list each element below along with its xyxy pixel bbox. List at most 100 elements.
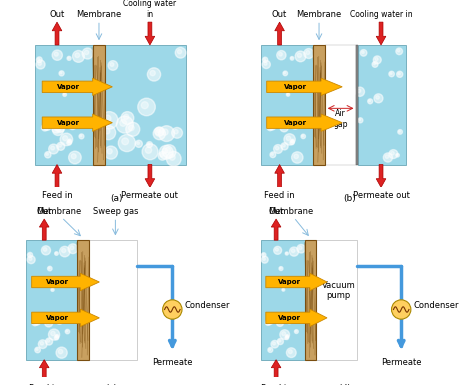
Circle shape [273, 342, 275, 345]
Circle shape [147, 68, 161, 81]
Circle shape [396, 48, 402, 55]
Text: Condenser: Condenser [185, 301, 230, 310]
Circle shape [62, 248, 66, 253]
FancyArrow shape [376, 22, 386, 45]
Bar [35, 45, 92, 164]
Circle shape [397, 154, 398, 156]
Circle shape [29, 257, 32, 260]
Text: Feed in: Feed in [264, 191, 295, 200]
Circle shape [158, 152, 167, 160]
Circle shape [121, 112, 134, 124]
FancyArrow shape [32, 273, 100, 291]
Circle shape [75, 53, 80, 58]
Circle shape [174, 130, 178, 134]
Circle shape [56, 347, 67, 358]
Circle shape [68, 57, 70, 59]
Circle shape [60, 246, 70, 257]
Circle shape [375, 57, 378, 61]
Circle shape [389, 150, 398, 159]
Circle shape [282, 331, 286, 336]
Circle shape [104, 115, 111, 122]
Circle shape [286, 318, 292, 324]
FancyArrow shape [39, 219, 49, 240]
Circle shape [126, 122, 140, 136]
Text: Air
gap: Air gap [333, 109, 348, 129]
Circle shape [398, 72, 401, 75]
Circle shape [55, 336, 59, 340]
Circle shape [285, 336, 289, 340]
Circle shape [148, 143, 150, 145]
Circle shape [262, 60, 270, 69]
Text: Out: Out [36, 206, 52, 216]
Circle shape [290, 141, 294, 145]
Circle shape [279, 52, 283, 56]
Text: Vapor: Vapor [46, 279, 69, 285]
Text: Membrane: Membrane [268, 206, 313, 216]
Text: Vapor: Vapor [46, 315, 69, 321]
Circle shape [286, 253, 287, 254]
Circle shape [142, 144, 158, 160]
Circle shape [48, 329, 60, 340]
Circle shape [150, 70, 155, 76]
Circle shape [80, 135, 82, 137]
Circle shape [277, 338, 283, 345]
Circle shape [68, 141, 70, 143]
Circle shape [297, 244, 305, 253]
Circle shape [56, 335, 57, 336]
Circle shape [163, 300, 182, 319]
Circle shape [70, 246, 74, 250]
Circle shape [288, 350, 292, 354]
Circle shape [175, 47, 186, 58]
Circle shape [286, 335, 289, 338]
Circle shape [399, 131, 401, 132]
Circle shape [54, 126, 57, 130]
Circle shape [33, 318, 41, 325]
Circle shape [360, 50, 367, 56]
Circle shape [55, 335, 59, 338]
Circle shape [60, 133, 73, 146]
Circle shape [37, 58, 40, 60]
Circle shape [359, 119, 361, 121]
Circle shape [104, 146, 118, 159]
Text: Feed in: Feed in [29, 384, 60, 385]
Bar [105, 45, 186, 164]
Circle shape [68, 140, 70, 141]
Circle shape [299, 246, 302, 249]
Bar [92, 45, 105, 164]
Circle shape [110, 63, 114, 67]
Circle shape [286, 348, 296, 358]
Circle shape [55, 253, 57, 254]
Circle shape [156, 129, 160, 132]
Text: (a): (a) [110, 194, 122, 203]
Circle shape [59, 71, 64, 76]
Circle shape [28, 253, 30, 255]
Circle shape [284, 134, 295, 145]
Circle shape [155, 127, 164, 136]
Circle shape [45, 152, 51, 158]
Circle shape [288, 319, 290, 321]
Circle shape [141, 102, 148, 109]
Circle shape [82, 48, 93, 59]
Circle shape [270, 124, 273, 127]
FancyArrow shape [32, 309, 100, 326]
Bar [89, 240, 137, 360]
Circle shape [263, 57, 268, 62]
Circle shape [160, 153, 163, 157]
Circle shape [33, 321, 36, 323]
Circle shape [304, 49, 314, 59]
Circle shape [36, 57, 42, 63]
Circle shape [264, 62, 267, 65]
Circle shape [268, 348, 273, 352]
Circle shape [266, 321, 269, 323]
Circle shape [376, 95, 379, 99]
Circle shape [283, 71, 288, 76]
Circle shape [169, 154, 175, 160]
Circle shape [63, 136, 68, 141]
Circle shape [69, 151, 81, 164]
FancyArrow shape [145, 22, 155, 45]
FancyArrow shape [42, 114, 112, 131]
Circle shape [295, 330, 297, 332]
Circle shape [32, 320, 38, 326]
Circle shape [66, 330, 68, 332]
Circle shape [280, 330, 290, 340]
